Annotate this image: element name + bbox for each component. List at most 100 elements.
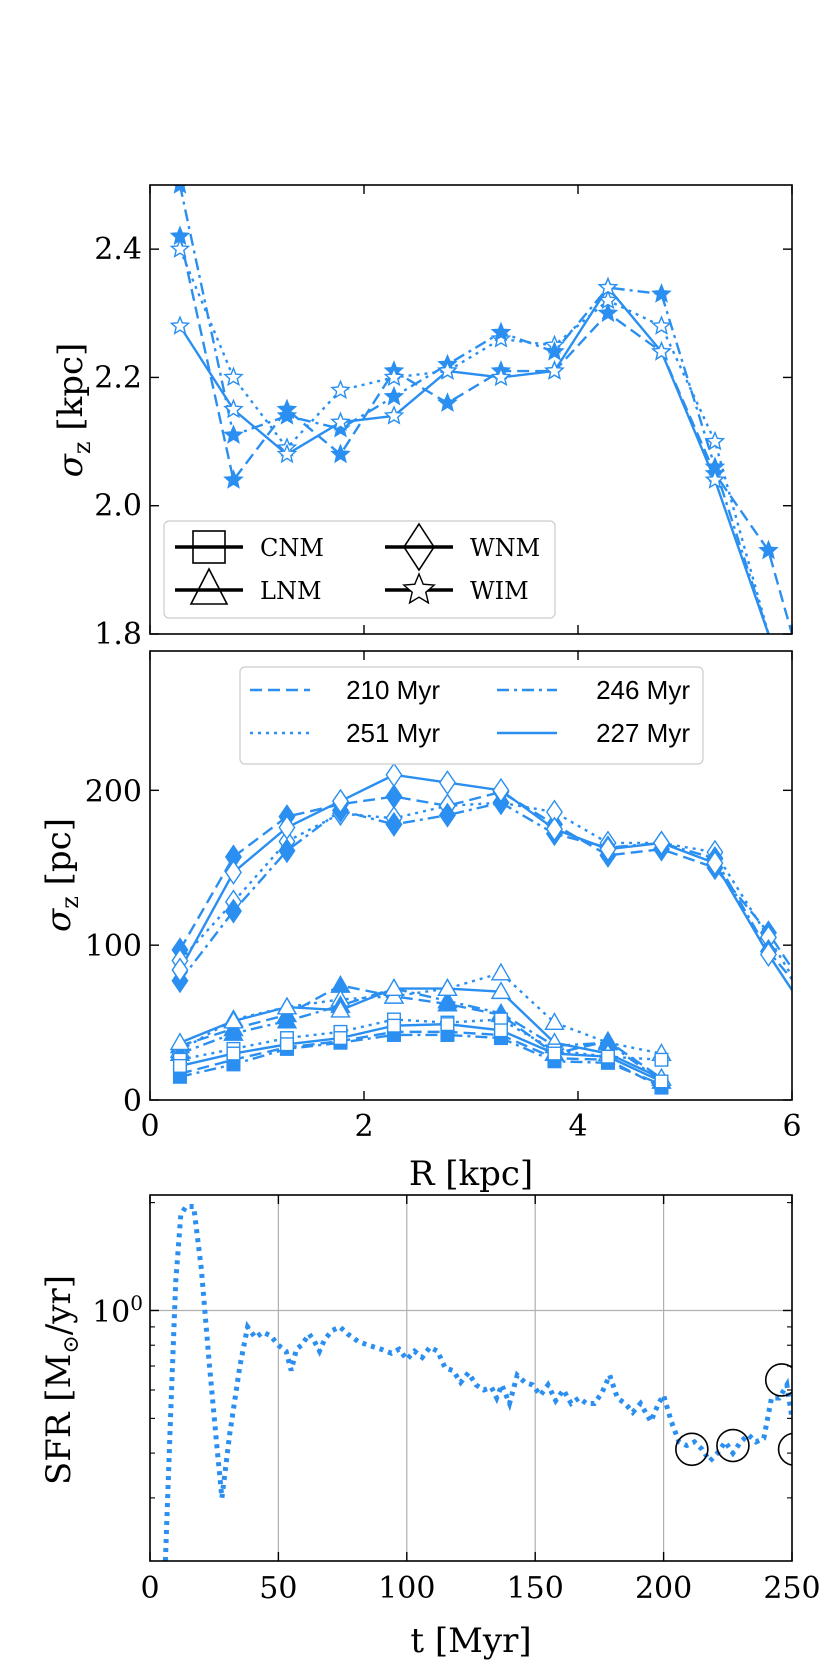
top-star-marker	[490, 366, 512, 387]
top-star-marker	[223, 469, 244, 489]
bottom-xtick-label: 100	[378, 1571, 435, 1606]
top-star-marker	[383, 366, 405, 387]
top-star-marker	[597, 276, 619, 297]
mid-wnm-marker	[385, 811, 403, 837]
legend-label-cnm: CNM	[260, 534, 324, 562]
top-star-marker	[490, 328, 512, 348]
top-star-marker	[544, 340, 565, 361]
legend-label-246: 246 Myr	[596, 675, 690, 705]
mid-cnm-line-1	[179, 1018, 662, 1061]
mid-wnm-marker	[759, 941, 777, 967]
snapshot-circle	[716, 1428, 750, 1463]
top-star-marker	[330, 443, 351, 464]
top-star-marker	[276, 443, 298, 464]
top-star-marker	[383, 385, 405, 406]
top-star-marker	[651, 315, 672, 335]
legend-label-227: 227 Myr	[596, 718, 690, 748]
mid-lnm-line-1	[179, 971, 662, 1055]
bottom-xtick-label: 0	[140, 1571, 159, 1606]
legend-label-210: 210 Myr	[346, 675, 440, 705]
legend-label-251: 251 Myr	[346, 718, 440, 748]
top-ytick-label: 2.0	[94, 489, 142, 524]
mid-lnm-marker	[490, 981, 512, 1000]
sfr-line	[162, 1204, 792, 1561]
mid-lnm-line-2	[179, 987, 663, 1083]
top-star-marker	[437, 360, 458, 380]
snapshot-circle	[764, 1363, 792, 1397]
mid-lnm-marker	[330, 999, 351, 1018]
bottom-xlabel: t [Myr]	[410, 1621, 531, 1661]
middle-panel-frame	[149, 650, 793, 1101]
middle-panel: 0 100 200 0 2 4 6 σz [pc] R [kpc] 210 Myr 246 …	[39, 650, 802, 1194]
top-star-marker	[173, 185, 187, 194]
mid-lnm-marker	[544, 1012, 565, 1031]
mid-xtick-label: 4	[568, 1109, 587, 1144]
mid-wnm-marker	[278, 815, 296, 840]
snapshot-circle	[777, 1432, 792, 1466]
mid-ytick-label: 200	[85, 774, 142, 809]
mid-wnm-marker	[224, 859, 242, 885]
top-star-marker	[223, 366, 244, 387]
top-panel-frame	[149, 184, 793, 635]
mid-ytick-label: 100	[85, 929, 142, 964]
legend-label-lnm: LNM	[260, 577, 322, 605]
legend-label-wnm: WNM	[470, 534, 540, 562]
legend-triangle-marker	[189, 567, 229, 605]
mid-wnm-marker	[385, 784, 403, 810]
legend-star-marker	[402, 572, 436, 605]
legend-diamond-marker	[403, 522, 435, 572]
legend-star-shape	[402, 572, 436, 605]
top-star-marker	[597, 302, 619, 323]
top-legend: CNM WNM LNM WIM	[163, 520, 556, 619]
legend-square-marker	[192, 530, 226, 564]
mid-wnm-line-0	[178, 790, 792, 970]
top-star-marker	[169, 238, 191, 258]
middle-ylabel: σz [pc]	[39, 818, 84, 932]
mid-wnm-marker	[545, 816, 563, 842]
bottom-xtick-label: 200	[635, 1571, 692, 1606]
mid-wnm-marker	[171, 957, 189, 983]
top-star-marker	[330, 411, 351, 432]
top-series-line-1	[178, 248, 770, 634]
bottom-panel: 0 50 100 150 200 250 SFR [M⊙/yr] t [Myr] 100	[39, 1194, 821, 1661]
middle-legend-frame	[239, 666, 704, 765]
mid-wnm-marker	[385, 762, 403, 788]
mid-cnm-marker	[226, 1046, 241, 1061]
mid-wnm-marker	[224, 898, 242, 924]
bottom-panel-frame	[149, 1194, 793, 1562]
mid-wnm-marker	[492, 777, 510, 803]
middle-legend: 210 Myr 246 Myr 251 Myr 227 Myr	[239, 666, 704, 765]
mid-wnm-marker	[599, 836, 617, 862]
mid-wnm-marker	[438, 770, 456, 796]
mid-cnm-marker	[440, 1017, 455, 1032]
mid-cnm-marker	[279, 1037, 294, 1052]
mid-cnm-marker	[547, 1046, 562, 1061]
top-star-marker	[276, 405, 298, 425]
mid-cnm-marker	[654, 1052, 669, 1067]
mid-lnm-marker	[276, 1010, 298, 1029]
top-legend-frame	[163, 520, 556, 619]
top-star-marker	[544, 360, 565, 380]
mid-lnm-marker	[437, 978, 458, 996]
mid-lnm-line-0	[179, 984, 663, 1080]
mid-cnm-line-3	[179, 1022, 662, 1083]
mid-wnm-marker	[278, 838, 296, 864]
bottom-xtick-label: 150	[507, 1571, 564, 1606]
mid-cnm-marker	[600, 1049, 615, 1064]
mid-wnm-marker	[438, 802, 456, 828]
mid-lnm-marker	[383, 978, 405, 996]
top-star-marker	[704, 469, 726, 489]
mid-ytick-label: 0	[123, 1084, 142, 1119]
mid-cnm-marker	[654, 1074, 669, 1089]
bottom-ylabel: SFR [M⊙/yr]	[39, 1275, 84, 1485]
mid-cnm-marker	[172, 1058, 187, 1073]
mid-cnm-marker	[386, 1018, 401, 1033]
top-star-marker	[704, 430, 726, 451]
mid-lnm-line-3	[179, 987, 662, 1080]
mid-wnm-marker	[706, 850, 724, 876]
top-ylabel: σz [kpc]	[51, 343, 96, 478]
mid-lnm-marker	[169, 1032, 191, 1051]
top-star-marker	[490, 321, 512, 342]
top-star-marker	[651, 283, 672, 303]
